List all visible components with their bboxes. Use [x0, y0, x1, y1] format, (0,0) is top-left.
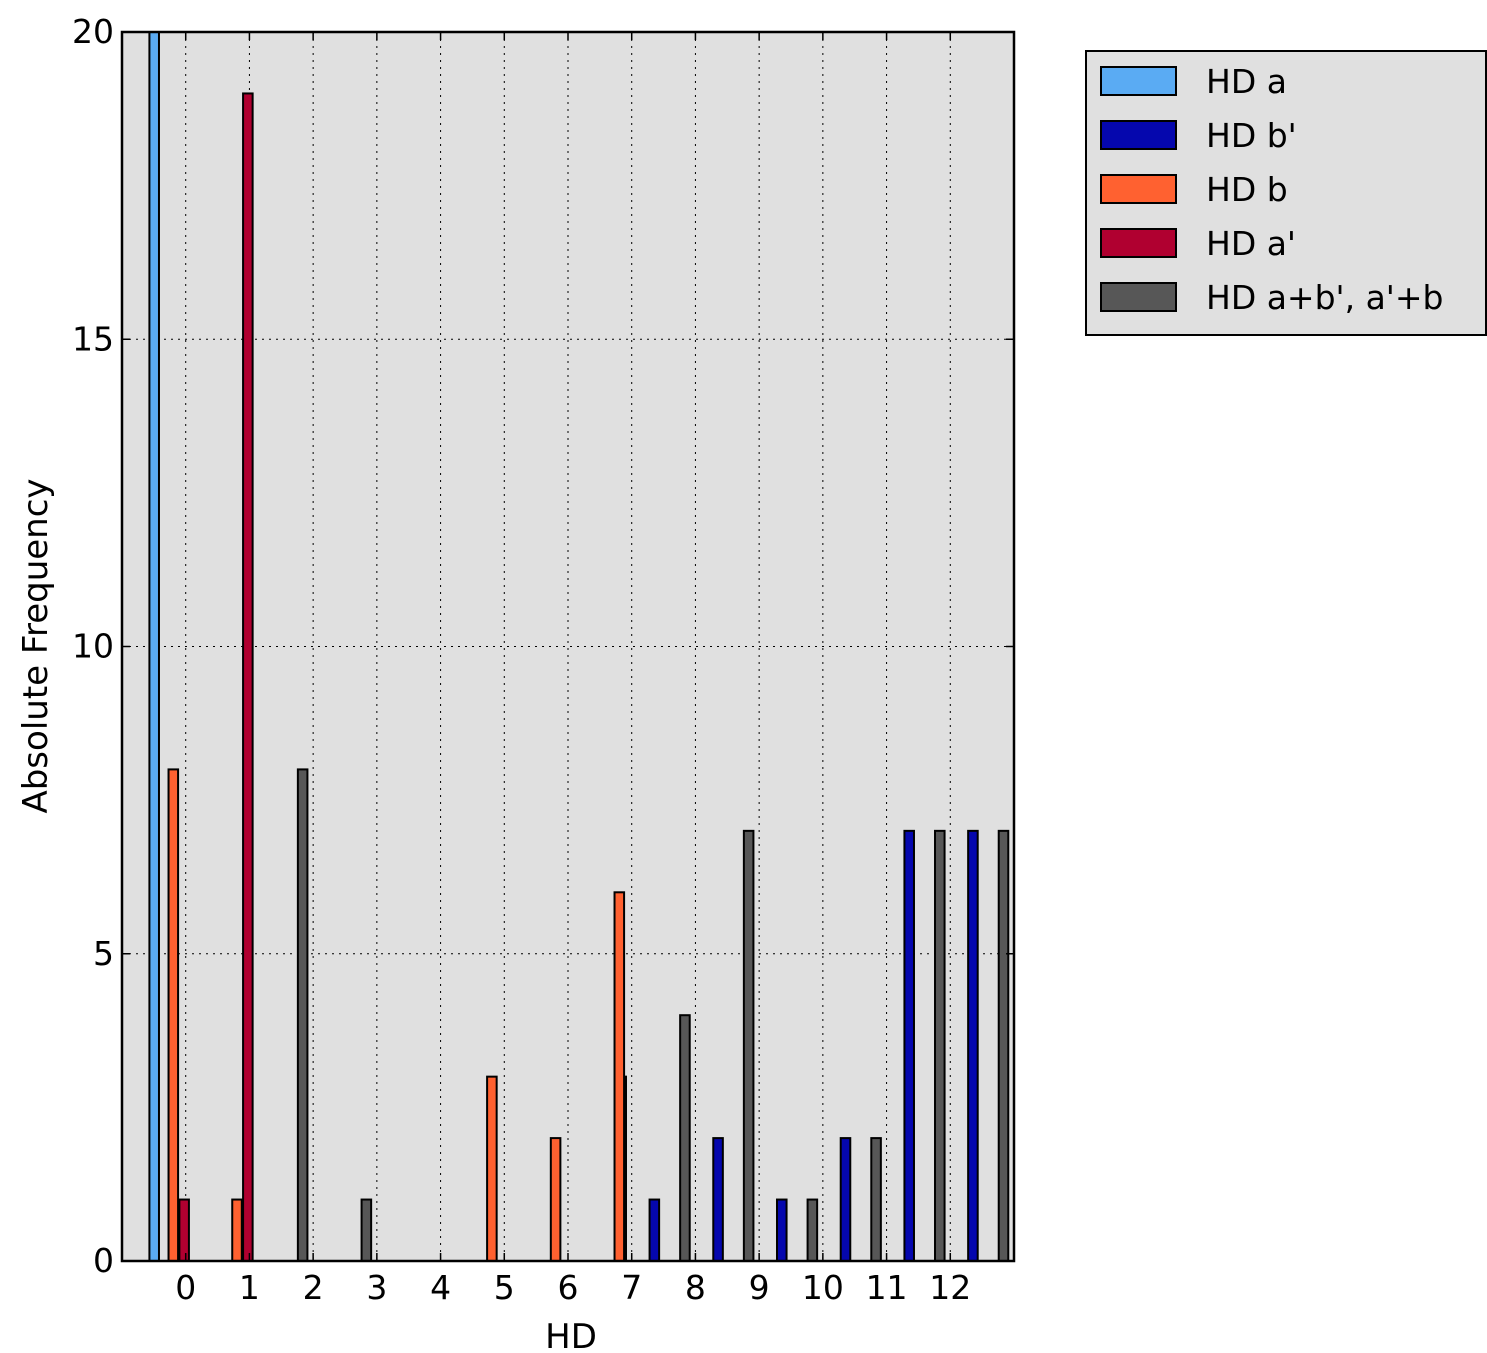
x-tick-label: 2: [303, 1268, 324, 1307]
x-tick-label: 4: [430, 1268, 451, 1307]
bar-hd-b-prime: [712, 1137, 724, 1262]
bar-hd-b: [486, 1075, 498, 1263]
x-tick-label: 3: [366, 1268, 387, 1307]
legend-swatch: [1100, 282, 1177, 312]
bar-hd-b-prime: [776, 1198, 788, 1263]
legend-swatch: [1100, 120, 1177, 150]
x-tick-label: 9: [749, 1268, 770, 1307]
x-tick-label: 11: [866, 1268, 908, 1307]
x-tick-label: 7: [621, 1268, 642, 1307]
x-tick-label: 0: [175, 1268, 196, 1307]
legend-label: HD b: [1206, 170, 1288, 209]
x-tick-label: 8: [685, 1268, 706, 1307]
legend-swatch: [1100, 228, 1177, 258]
bar-hd-combined: [296, 768, 309, 1263]
bar-hd-combined: [870, 1137, 882, 1262]
bar-hd-combined: [934, 829, 946, 1262]
bar-hd-b-prime: [967, 829, 979, 1262]
x-tick-label: 12: [929, 1268, 971, 1307]
legend-swatch: [1100, 174, 1177, 204]
x-tick-label: 6: [558, 1268, 579, 1307]
bar-hd-a-prime: [178, 1198, 190, 1263]
y-tick-label: 10: [72, 627, 114, 666]
grid: [122, 32, 1014, 1261]
bar-hd-combined: [742, 829, 755, 1262]
y-tick-label: 5: [93, 934, 114, 973]
bar-hd-a-prime: [242, 92, 254, 1263]
bar-hd-b-prime: [648, 1198, 661, 1263]
legend-swatch: [1100, 66, 1177, 96]
bar-hd-combined: [679, 1014, 691, 1263]
legend-label: HD a: [1206, 62, 1287, 101]
x-axis-label: HD: [545, 1317, 597, 1353]
legend-label: HD a+b', a'+b: [1206, 278, 1443, 317]
bar-hd-b: [613, 891, 626, 1262]
y-tick-label: 0: [93, 1241, 114, 1280]
x-tick-label: 10: [802, 1268, 844, 1307]
y-tick-label: 20: [72, 12, 114, 51]
y-tick-label: 15: [72, 319, 114, 358]
legend-label: HD b': [1206, 116, 1297, 155]
bar-hd-combined: [360, 1198, 373, 1263]
x-tick-label: 5: [494, 1268, 515, 1307]
bar-hd-combined: [806, 1198, 819, 1263]
bar-hd-a: [148, 31, 160, 1262]
bar-hd-b-prime: [903, 829, 915, 1262]
x-tick-label: 1: [239, 1268, 260, 1307]
y-axis-label: Absolute Frequency: [16, 478, 56, 813]
legend: HD a HD b' HD b HD a' HD a+b', a'+b: [1085, 50, 1487, 336]
bar-hd-combined: [997, 829, 1010, 1262]
bar-hd-b: [549, 1137, 562, 1262]
bar-hd-b-prime: [839, 1137, 852, 1262]
legend-label: HD a': [1206, 224, 1296, 263]
bar-hd-b: [167, 768, 180, 1263]
bar-hd-b: [231, 1198, 243, 1263]
